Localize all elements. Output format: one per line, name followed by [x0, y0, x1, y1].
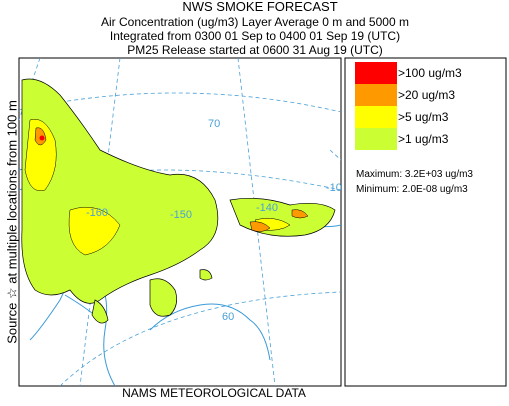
header-line: Integrated from 0300 01 Sep to 0400 01 S… [110, 29, 400, 43]
legend-maximum: Maximum: 3.2E+03 ug/m3 [356, 169, 473, 180]
legend-minimum: Minimum: 2.0E-08 ug/m3 [356, 184, 468, 195]
title: NWS SMOKE FORECAST [182, 0, 337, 14]
legend-label: >100 ug/m3 [398, 66, 462, 80]
legend-label: >20 ug/m3 [398, 88, 455, 102]
footer: NAMS METEOROLOGICAL DATA [122, 386, 306, 400]
legend-label: >5 ug/m3 [398, 110, 449, 124]
legend: Maximum: 3.2E+03 ug/m3 Minimum: 2.0E-08 … [344, 57, 507, 387]
map-label: -160 [86, 207, 108, 219]
legend-swatch [355, 62, 397, 84]
graticule [19, 58, 341, 386]
map-label: -150 [170, 209, 192, 221]
map: 70 -100 -160 -150 -140 60 [18, 57, 348, 387]
map-label: 70 [208, 118, 220, 130]
smoke-peak [39, 135, 45, 141]
legend-swatch [355, 128, 397, 150]
legend-swatch [355, 84, 397, 106]
legend-swatch [355, 106, 397, 128]
legend-label: >1 ug/m3 [398, 132, 449, 146]
map-label: 60 [222, 311, 234, 323]
smoke-area [24, 118, 291, 256]
side-label: Source ☆ at multiple locations from 100 … [4, 100, 19, 344]
smoke-area [34, 127, 309, 232]
header-line: Air Concentration (ug/m3) Layer Average … [101, 15, 409, 29]
smoke-area [21, 78, 219, 304]
map-label: -140 [256, 202, 278, 214]
header-line: PM25 Release started at 0600 31 Aug 19 (… [127, 43, 382, 57]
map-label: -100 [326, 182, 348, 194]
